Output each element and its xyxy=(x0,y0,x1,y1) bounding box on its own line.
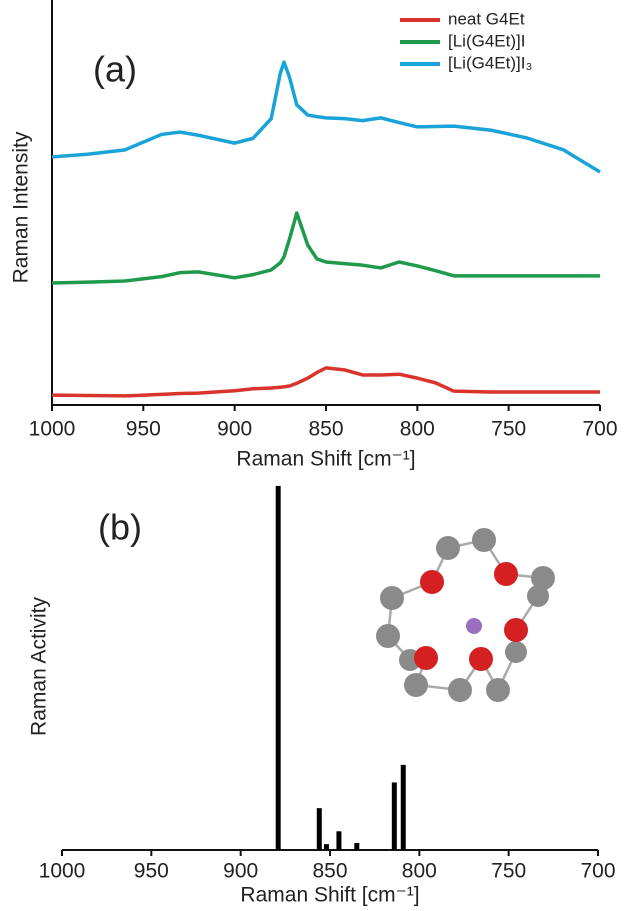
lithium-atom xyxy=(466,618,482,634)
x-tick-label: 800 xyxy=(402,860,437,883)
x-tick-label: 1000 xyxy=(39,860,86,883)
legend-label: neat G4Et xyxy=(448,9,525,28)
x-axis-label: Raman Shift [cm⁻¹] xyxy=(240,884,419,907)
legend-label: [Li(G4Et)]I₃ xyxy=(448,53,532,72)
legend-label: [Li(G4Et)]I xyxy=(448,31,525,50)
x-tick-label: 850 xyxy=(308,418,343,441)
x-tick-label: 900 xyxy=(223,860,258,883)
series-line xyxy=(52,368,600,396)
carbon-atoms xyxy=(376,528,555,702)
x-tick-label: 800 xyxy=(400,418,435,441)
x-tick-label: 950 xyxy=(126,418,161,441)
bar xyxy=(392,782,397,850)
bar xyxy=(401,765,406,850)
y-axis-label: Raman Activity xyxy=(28,597,51,736)
x-tick-label: 900 xyxy=(217,418,252,441)
x-tick-label: 1000 xyxy=(29,418,76,441)
x-tick-label: 850 xyxy=(312,860,347,883)
x-tick-label: 750 xyxy=(491,860,526,883)
molecule-illustration xyxy=(376,528,555,702)
y-axis-label: Raman Intensity xyxy=(10,131,33,283)
panel-label: (a) xyxy=(93,49,137,90)
x-tick-label: 950 xyxy=(134,860,169,883)
bar xyxy=(354,843,359,850)
x-tick-label: 750 xyxy=(491,418,526,441)
figure: 1000 950 900 850 800 750 700 Raman Shift [cm⁻¹]… xyxy=(0,0,634,911)
bar xyxy=(317,808,322,850)
x-tick-label: 700 xyxy=(580,860,615,883)
bar xyxy=(336,831,341,850)
bar xyxy=(276,486,281,850)
x-axis-label: Raman Shift [cm⁻¹] xyxy=(236,448,415,471)
panel-label: (b) xyxy=(98,507,142,548)
series-line xyxy=(52,213,600,283)
x-tick-label: 700 xyxy=(582,418,617,441)
bar xyxy=(324,844,329,850)
